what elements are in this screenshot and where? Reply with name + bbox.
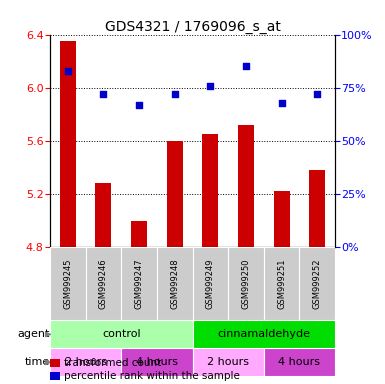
Text: GSM999252: GSM999252 [313, 259, 321, 309]
Point [136, 102, 142, 108]
Text: GSM999251: GSM999251 [277, 259, 286, 309]
Text: GSM999250: GSM999250 [241, 259, 250, 309]
Bar [264, 348, 335, 376]
Point [100, 91, 107, 97]
Text: GSM999248: GSM999248 [170, 258, 179, 309]
Bar [192, 348, 264, 376]
Bar [192, 321, 335, 348]
Text: 2 hours: 2 hours [207, 358, 249, 367]
Point [207, 83, 213, 89]
Text: percentile rank within the sample: percentile rank within the sample [64, 371, 239, 381]
Text: time: time [25, 358, 50, 367]
Text: control: control [102, 329, 141, 339]
Bar [157, 247, 192, 321]
Bar [131, 221, 147, 247]
Bar [309, 170, 325, 247]
Point [314, 91, 320, 97]
Title: GDS4321 / 1769096_s_at: GDS4321 / 1769096_s_at [105, 20, 280, 33]
Bar [192, 247, 228, 321]
Bar [50, 321, 192, 348]
Point [243, 63, 249, 70]
Bar [121, 348, 192, 376]
Bar [121, 247, 157, 321]
Text: agent: agent [18, 329, 50, 339]
Bar [50, 348, 121, 376]
Text: 2 hours: 2 hours [65, 358, 107, 367]
Bar [300, 247, 335, 321]
Bar [95, 184, 112, 247]
Text: 4 hours: 4 hours [278, 358, 320, 367]
Bar [202, 134, 218, 247]
Text: cinnamaldehyde: cinnamaldehyde [217, 329, 310, 339]
Bar [228, 247, 264, 321]
Point [65, 68, 71, 74]
Text: GSM999247: GSM999247 [135, 258, 144, 309]
Bar [273, 192, 290, 247]
Text: GSM999249: GSM999249 [206, 259, 215, 309]
Point [278, 99, 285, 106]
Bar [167, 141, 183, 247]
Text: 4 hours: 4 hours [136, 358, 178, 367]
Text: GSM999245: GSM999245 [64, 259, 72, 309]
Point [172, 91, 178, 97]
Bar [85, 247, 121, 321]
Bar [264, 247, 300, 321]
Bar [238, 125, 254, 247]
Bar [50, 247, 85, 321]
Text: GSM999246: GSM999246 [99, 258, 108, 309]
Bar [60, 41, 76, 247]
Text: transformed count: transformed count [64, 358, 161, 368]
